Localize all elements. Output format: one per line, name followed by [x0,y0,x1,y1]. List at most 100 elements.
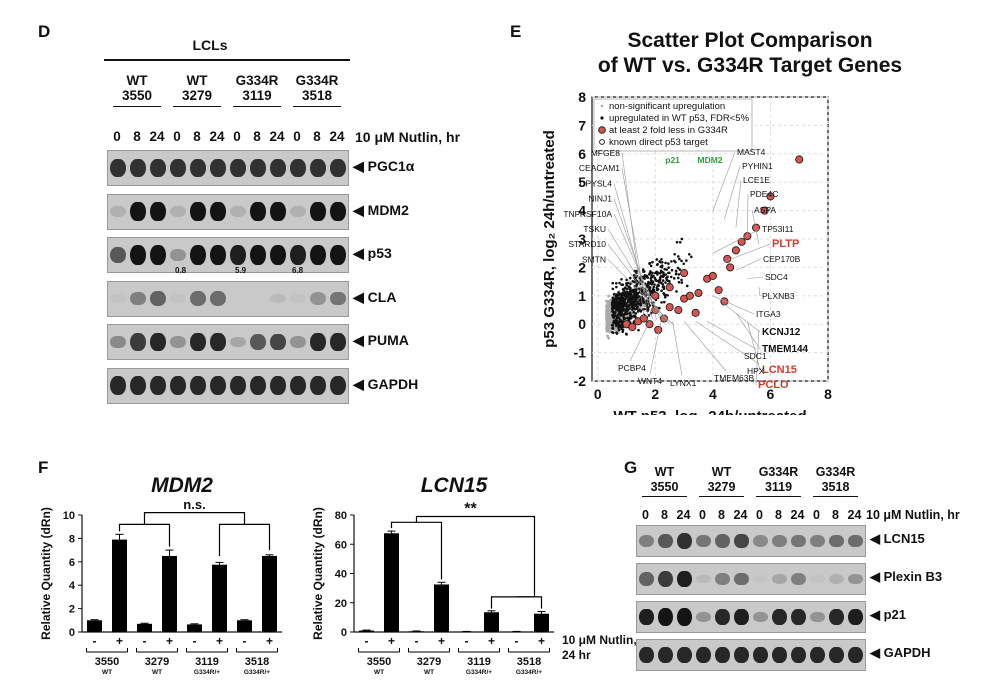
gene-leader-line [695,321,760,365]
gene-leader-line [755,329,760,386]
blot-band [809,611,826,623]
blot-band [828,608,845,626]
scatter-point-upregulated [612,331,615,334]
significance-label: n.s. [183,497,205,512]
blot-band [110,293,126,304]
scatter-point-upregulated [617,328,621,332]
scatter-point-upregulated [676,255,680,258]
scatter-point-upregulated [660,265,664,269]
blot-band [657,608,674,626]
blot-band [790,534,807,548]
legend-entry: at least 2 fold less in G334R [609,125,728,136]
scatter-point-upregulated [649,291,653,295]
cell-line-underline [113,106,161,107]
blot-band [790,608,807,626]
scatter-point-upregulated [611,298,615,302]
timepoint-label: 24 [209,129,225,144]
legend-marker [600,116,604,120]
scatter-point-upregulated [651,260,654,264]
blot-band [110,335,126,349]
scatter-point-upregulated [648,262,651,265]
gene-leader-line [747,321,761,371]
scatter-point-upregulated [636,294,640,298]
sample-genotype: WT [424,669,434,676]
y-tick-label: 40 [335,569,347,581]
timepoint-label: 24 [847,508,862,522]
legend-entry: known direct p53 target [609,137,708,148]
gene-leader-line [621,152,645,316]
gene-leader-line [712,295,755,315]
scatter-point-upregulated [670,268,674,272]
blot-band [250,334,266,350]
scatter-point-upregulated [611,310,615,314]
blot-band [230,206,246,217]
scatter-point-upregulated [627,285,631,288]
gene-label: NINJ1 [588,194,612,204]
gene-label: PYHIN1 [742,161,773,171]
scatter-point-upregulated [678,268,682,271]
scatter-point-upregulated [670,260,673,263]
treatment-sign: - [243,634,247,648]
scatter-point-upregulated [680,278,683,282]
blot-band [170,335,186,349]
scatter-point-upregulated [677,280,681,284]
x-tick-label: 6 [767,386,775,402]
gene-leader-line [683,321,727,372]
treatment-sign: - [143,634,147,648]
scatter-point-upregulated [660,270,664,274]
gene-label: ASPA [754,205,776,215]
scatter-point-upregulated [631,302,634,305]
gene-label: PCLO [758,379,789,391]
lcl-title: LCLs [192,37,228,53]
cell-line-underline [699,496,744,497]
scatter-point-upregulated [624,312,628,316]
blot-band [130,201,146,222]
cell-line-label: G334R 3119 [227,73,287,103]
scatter-point-upregulated [617,293,621,297]
scatter-point-upregulated [636,282,639,285]
scatter-point-upregulated [621,293,625,297]
scatter-point-upregulated [664,273,668,276]
gene-leader-line [758,287,761,297]
gene-label: MFGE8 [591,148,621,158]
scatter-point-upregulated [666,293,669,297]
scatter-point-upregulated [660,281,663,285]
scatter-point-upregulated [655,279,658,283]
scatter-title-line1: Scatter Plot Comparison [627,29,873,52]
blot-band [210,201,226,222]
blot-band [771,646,788,664]
gene-leader-line [712,151,736,211]
sample-genotype: G334R/+ [466,669,492,676]
gene-label-highlight: p21 [665,155,680,165]
gene-label: CEACAM1 [579,163,620,173]
sample-genotype: G334R/+ [516,669,542,676]
y-axis-label: Relative Quantity (dRn) [39,507,53,640]
scatter-point-upregulated [685,284,689,288]
cell-line-label: WT 3279 [693,465,750,495]
scatter-point-upregulated [660,289,663,293]
scatter-point-upregulated [678,257,681,261]
blot-band [809,646,826,664]
legend-marker [600,104,604,108]
gene-leader-line [629,321,650,362]
blot-band [230,158,246,177]
scatter-point-upregulated [656,284,660,287]
gene-label: MAST4 [737,147,766,157]
timepoint-label: 8 [253,129,261,144]
blot-band [170,293,186,304]
sample-id: 3518 [517,656,541,668]
scatter-point-upregulated [667,262,670,265]
scatter-point-upregulated [669,275,673,279]
blot-band [250,376,266,395]
treatment-sign: - [415,634,419,648]
scatter-point-upregulated [676,276,680,280]
treatment-sign: - [365,634,369,648]
scatter-point-2fold-less [665,283,674,292]
blot-band [210,291,226,306]
scatter-point-upregulated [621,328,625,332]
scatter-point-background [605,312,608,316]
scatter-title-line2: of WT vs. G334R Target Genes [597,54,903,77]
blot-band [250,158,266,177]
scatter-point-upregulated [619,313,622,317]
blot-band [752,574,769,583]
